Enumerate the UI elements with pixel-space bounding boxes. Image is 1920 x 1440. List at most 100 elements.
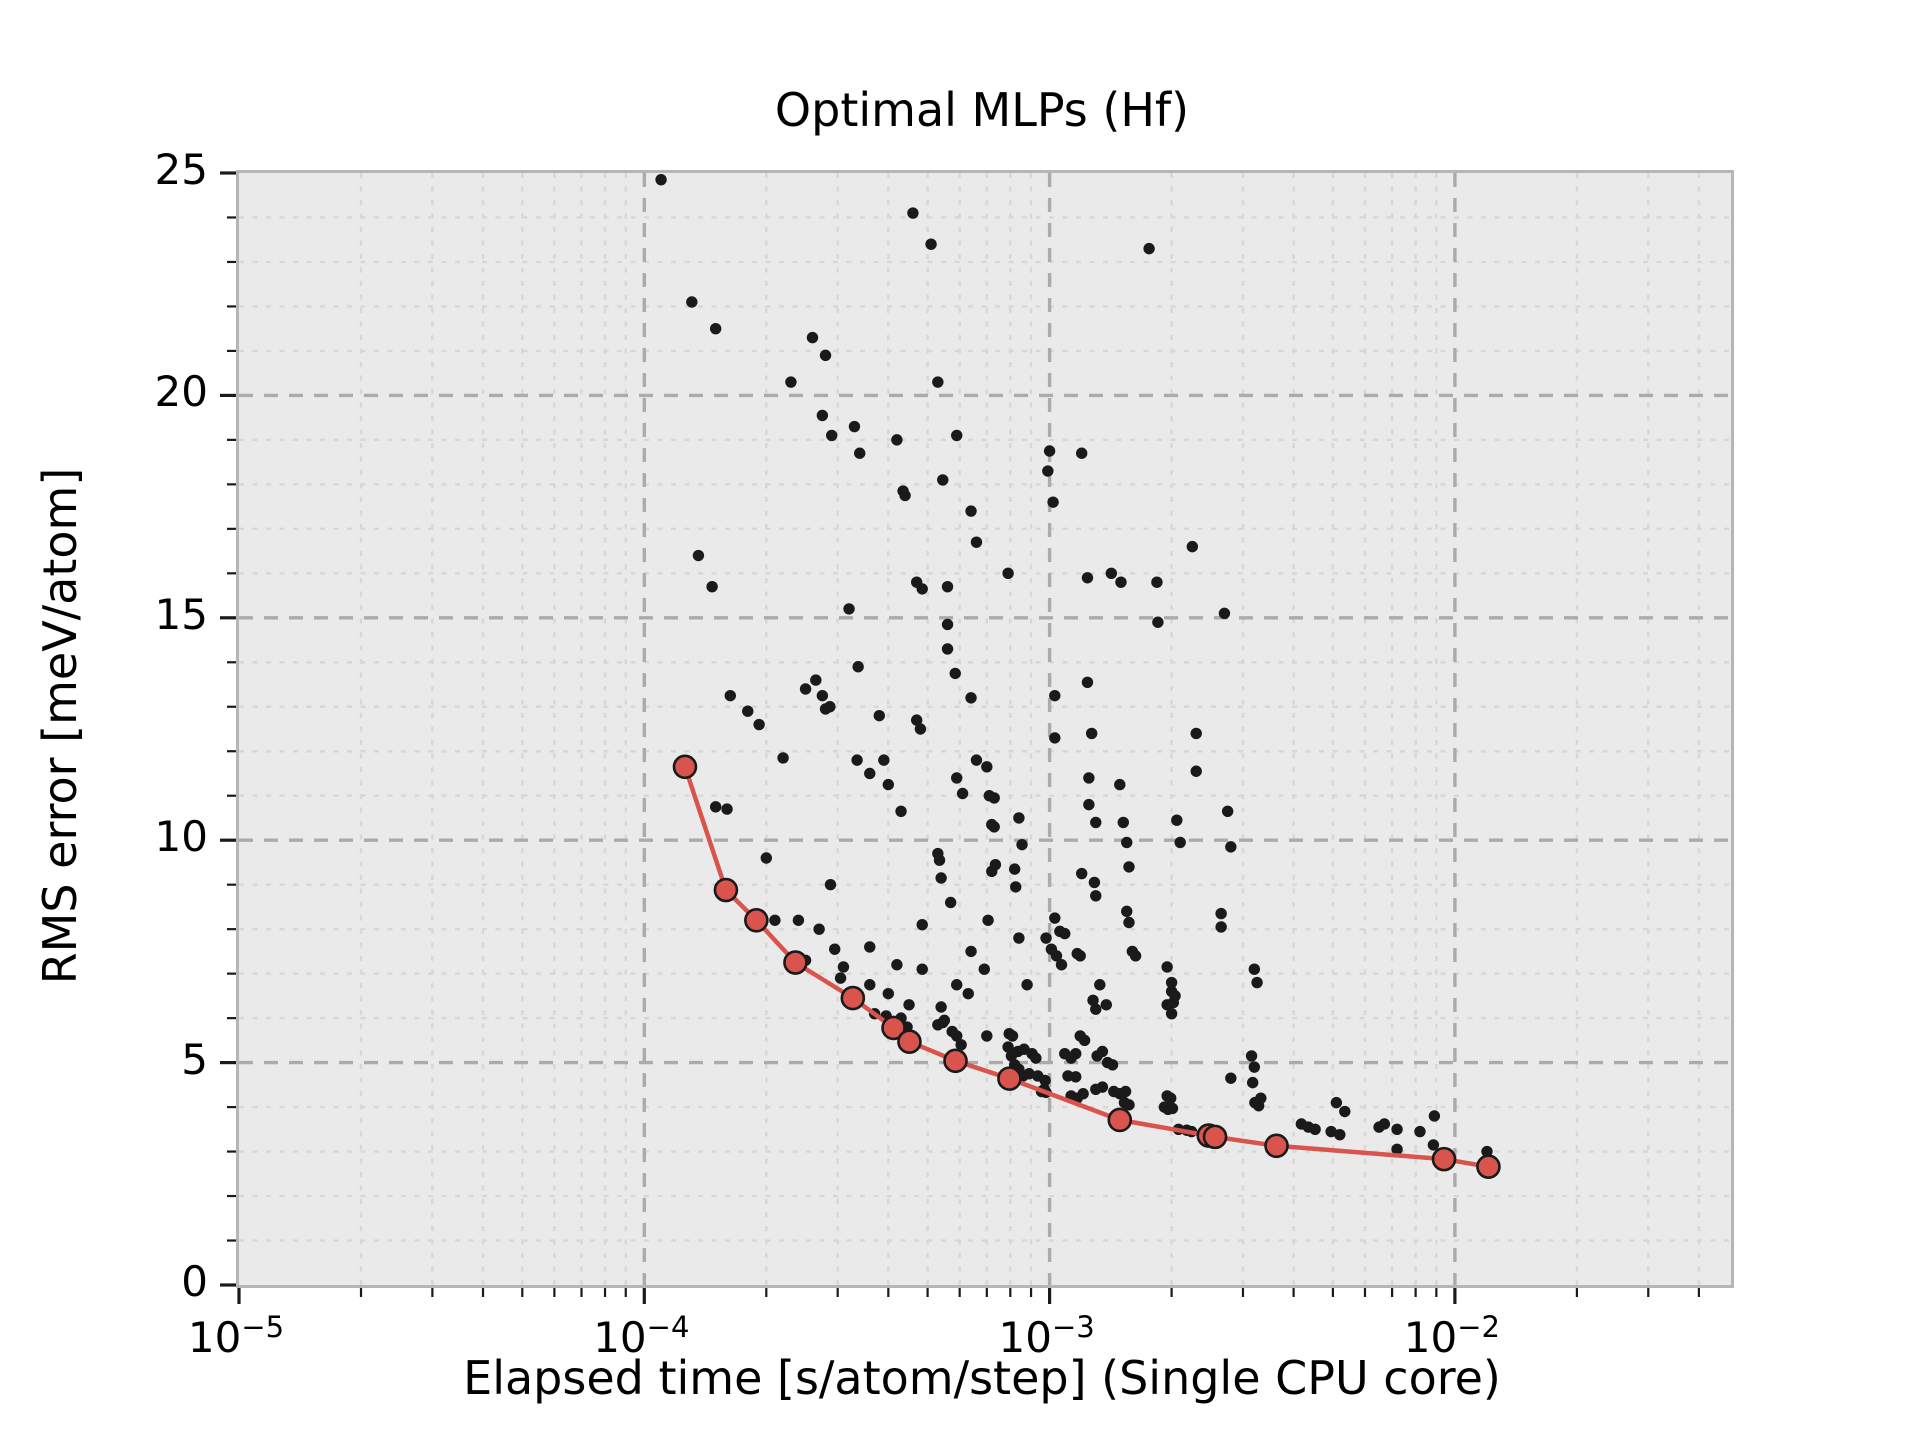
scatter-point <box>1255 1092 1267 1104</box>
scatter-point <box>949 667 961 680</box>
x-tick-label: 10−3 <box>998 1310 1095 1362</box>
scatter-point <box>1325 1125 1337 1138</box>
scatter-point <box>1123 1099 1135 1111</box>
pareto-point <box>997 1066 1022 1091</box>
scatter-point <box>1077 1088 1089 1100</box>
scatter-point <box>951 979 963 991</box>
scatter-point <box>1049 732 1061 744</box>
scatter-point <box>709 322 722 335</box>
scatter-point <box>1165 1092 1177 1104</box>
scatter-point <box>1334 1128 1346 1141</box>
scatter-point <box>724 689 736 702</box>
scatter-point <box>1049 912 1061 924</box>
scatter-point <box>1121 836 1133 849</box>
scatter-point <box>834 972 847 984</box>
scatter-point <box>956 787 969 800</box>
scatter-point <box>837 961 850 973</box>
scatter-point <box>1090 816 1102 829</box>
scatter-point <box>655 173 667 186</box>
scatter-point <box>1013 932 1025 944</box>
scatter-point <box>935 1001 947 1013</box>
scatter-point <box>1059 927 1071 940</box>
scatter-point <box>1481 1145 1493 1158</box>
scatter-point <box>813 923 825 935</box>
scatter-point <box>753 718 765 731</box>
scatter-point <box>1123 916 1135 929</box>
scatter-point <box>1339 1105 1351 1118</box>
scatter-point <box>819 349 832 362</box>
scatter-point <box>1121 905 1133 918</box>
scatter-point <box>965 945 977 958</box>
scatter-point <box>1152 616 1164 628</box>
scatter-point <box>799 683 812 695</box>
scatter-point <box>1085 727 1098 740</box>
scatter-point <box>907 207 919 219</box>
scatter-point <box>1245 1050 1258 1062</box>
scatter-point <box>1174 836 1186 849</box>
chart-canvas <box>220 171 1731 1304</box>
scatter-point <box>965 505 977 517</box>
scatter-point <box>1167 996 1180 1009</box>
scatter-point <box>933 854 946 866</box>
scatter-point <box>826 429 838 442</box>
scatter-point <box>941 643 954 655</box>
scatter-point <box>1391 1123 1403 1136</box>
scatter-point <box>1039 1074 1051 1087</box>
scatter-point <box>1190 765 1202 777</box>
scatter-point <box>951 1030 963 1042</box>
scatter-point <box>760 852 773 864</box>
scatter-point <box>824 878 837 891</box>
scatter-point <box>903 999 915 1011</box>
scatter-point <box>1055 959 1068 971</box>
scatter-point <box>970 536 983 548</box>
scatter-point <box>810 674 822 686</box>
scatter-point <box>1087 994 1099 1007</box>
scatter-point <box>1021 979 1033 991</box>
scatter-point <box>895 805 907 817</box>
scatter-point <box>916 963 928 975</box>
y-tick-label: 10 <box>154 812 208 862</box>
scatter-point <box>742 705 754 717</box>
scatter-point <box>1074 950 1086 962</box>
pareto-point <box>744 907 769 933</box>
y-tick-label: 20 <box>154 367 208 417</box>
scatter-point <box>988 792 1000 804</box>
scatter-point <box>1043 445 1056 457</box>
scatter-point <box>1428 1110 1441 1122</box>
scatter-point <box>899 489 911 502</box>
pareto-point <box>713 877 739 903</box>
scatter-point <box>1225 1072 1237 1084</box>
scatter-point <box>1088 876 1101 889</box>
pareto-point <box>840 985 866 1011</box>
scatter-point <box>806 331 819 344</box>
scatter-point <box>891 959 903 971</box>
scatter-point <box>1246 1076 1259 1089</box>
scatter-point <box>878 754 890 766</box>
scatter-point <box>769 914 781 926</box>
scatter-point <box>1248 1061 1261 1073</box>
scatter-point <box>721 803 733 815</box>
scatter-point <box>843 603 855 615</box>
scatter-point <box>1427 1139 1440 1151</box>
scatter-point <box>937 1016 949 1029</box>
x-tick-label: 10−4 <box>593 1310 690 1362</box>
scatter-point <box>829 943 841 955</box>
scatter-point <box>777 752 789 764</box>
pareto-point <box>1107 1107 1133 1133</box>
scatter-point <box>848 420 861 433</box>
scatter-point <box>951 429 963 442</box>
scatter-point <box>706 580 718 593</box>
scatter-point <box>1165 1007 1178 1020</box>
x-tick-label: 10−5 <box>187 1310 285 1362</box>
scatter-point <box>935 872 947 884</box>
scatter-point <box>864 941 876 953</box>
pareto-point <box>1264 1133 1289 1159</box>
scatter-point <box>925 238 937 250</box>
scatter-point <box>1123 861 1135 873</box>
y-tick-label: 0 <box>181 1257 208 1306</box>
scatter-point <box>1008 863 1021 875</box>
scatter-point <box>1414 1125 1426 1138</box>
x-tick-label: 10−2 <box>1403 1310 1500 1362</box>
scatter-point <box>1221 805 1234 817</box>
